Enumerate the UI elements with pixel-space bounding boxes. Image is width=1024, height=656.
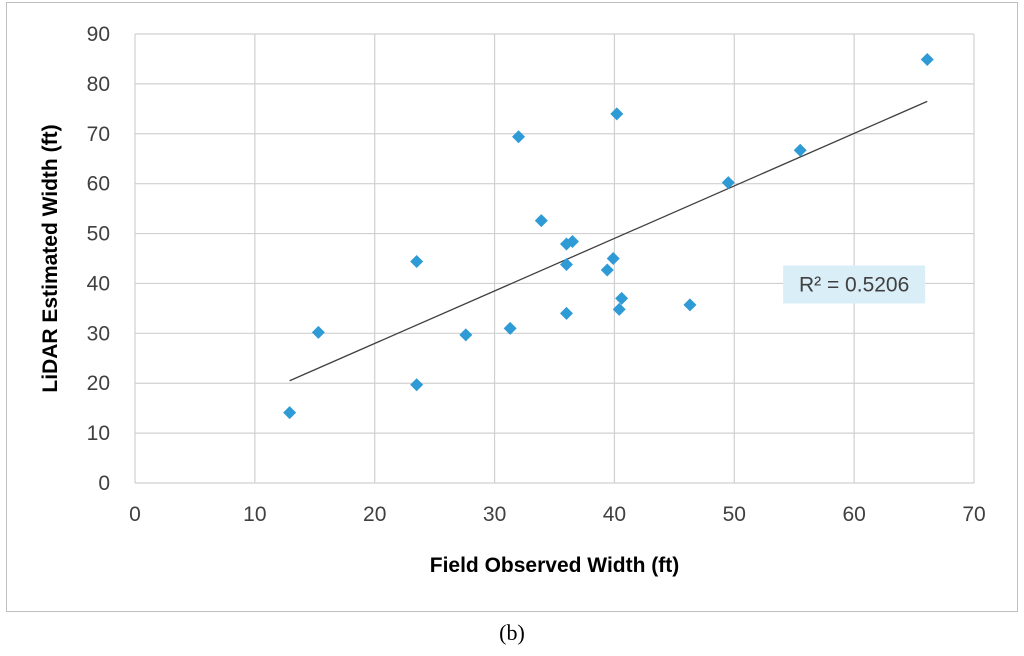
y-tick-label: 50 <box>87 223 110 246</box>
r-squared-annotation: R² = 0.5206 <box>783 265 926 304</box>
data-point <box>606 252 620 265</box>
data-point <box>311 325 325 339</box>
data-point <box>920 52 934 66</box>
chart-frame <box>6 2 1018 612</box>
trendline-layer <box>289 100 928 382</box>
data-point <box>559 257 573 271</box>
data-point <box>503 321 517 335</box>
y-tick-label: 30 <box>87 322 110 345</box>
x-tick-label: 0 <box>129 503 141 526</box>
y-tick-label: 80 <box>87 73 110 96</box>
x-tick-label: 60 <box>842 503 865 526</box>
data-points <box>283 52 934 420</box>
figure-caption: (b) <box>499 620 525 645</box>
data-point <box>683 298 697 312</box>
data-point <box>512 130 526 144</box>
data-point <box>615 291 629 305</box>
data-point <box>565 235 579 249</box>
r-squared-box <box>783 265 926 304</box>
scatter-plot: 0 10 20 30 40 50 60 70 0 10 20 30 40 50 60 70 80 90 Field… <box>39 23 986 577</box>
data-point <box>459 328 473 342</box>
x-tick-label: 70 <box>962 503 985 526</box>
data-point <box>610 107 624 121</box>
data-point <box>559 306 573 320</box>
x-tick-label: 40 <box>603 503 626 526</box>
x-tick-label: 20 <box>363 503 386 526</box>
data-point <box>283 406 297 420</box>
y-tick-label: 40 <box>87 272 110 295</box>
r-squared-label: R² = 0.5206 <box>799 273 909 296</box>
data-point <box>793 143 807 157</box>
data-point <box>410 378 424 392</box>
y-tick-label: 90 <box>87 23 110 46</box>
trendline <box>289 100 928 382</box>
y-tick-label: 70 <box>87 123 110 146</box>
y-tick-label: 0 <box>98 472 110 495</box>
data-point <box>721 176 735 190</box>
x-tick-label: 30 <box>483 503 506 526</box>
y-tick-label: 20 <box>87 372 110 395</box>
tick-labels: 0 10 20 30 40 50 60 70 0 10 20 30 40 50 60 70 80 90 <box>87 23 986 526</box>
data-point <box>612 302 626 316</box>
x-tick-label: 10 <box>243 503 266 526</box>
data-point <box>410 254 424 268</box>
y-tick-label: 10 <box>87 422 110 445</box>
y-axis-title: LiDAR Estimated Width (ft) <box>39 124 62 392</box>
data-point <box>600 263 614 277</box>
x-axis-title: Field Observed Width (ft) <box>430 554 679 577</box>
gridlines <box>134 33 975 484</box>
x-tick-label: 50 <box>723 503 746 526</box>
y-tick-label: 60 <box>87 173 110 196</box>
data-point <box>534 214 548 228</box>
